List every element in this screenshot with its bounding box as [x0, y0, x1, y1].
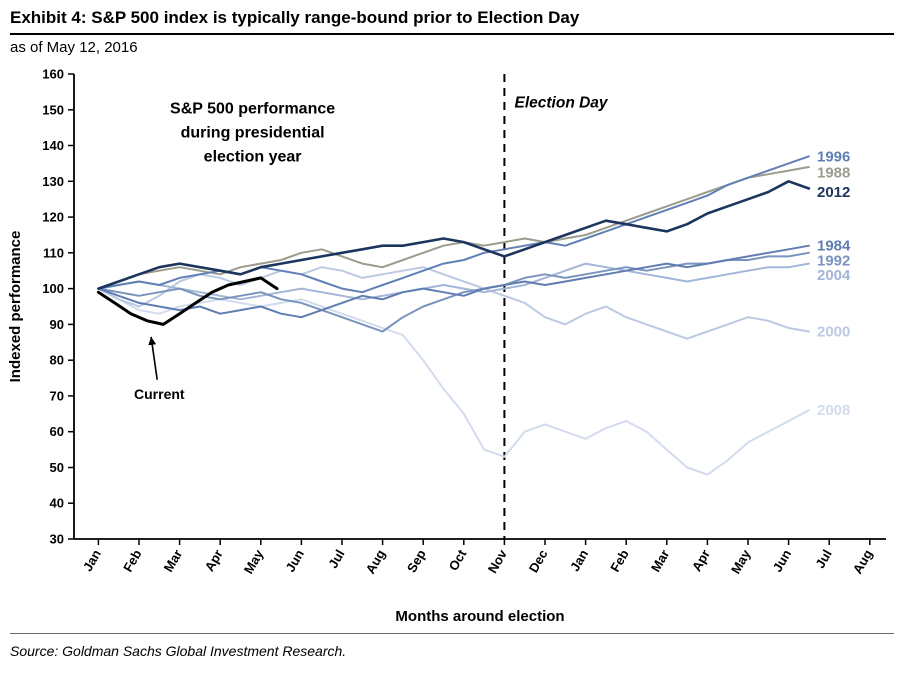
y-tick-label: 30 [50, 532, 64, 547]
x-tick-label: Mar [648, 547, 673, 575]
exhibit-title: Exhibit 4: S&P 500 index is typically ra… [10, 8, 894, 35]
header: Exhibit 4: S&P 500 index is typically ra… [0, 0, 904, 56]
election-day-label: Election Day [515, 95, 609, 112]
series-label-1988: 1988 [817, 164, 850, 181]
current-arrow [148, 336, 158, 380]
y-tick-label: 90 [50, 317, 64, 332]
x-tick-label: Feb [120, 547, 145, 575]
inplot-title-line: S&P 500 performance [170, 100, 335, 117]
y-tick-label: 40 [50, 496, 64, 511]
series-2004 [97, 262, 810, 301]
x-tick-label: Apr [689, 547, 713, 574]
y-tick-label: 110 [43, 245, 64, 260]
series-2000 [97, 266, 810, 340]
x-tick-label: Sep [404, 547, 429, 575]
y-tick-label: 60 [50, 424, 64, 439]
current-label: Current [134, 386, 185, 402]
x-tick-label: Jun [770, 547, 795, 575]
series-Current [96, 276, 279, 326]
inplot-title-line: during presidential [181, 124, 325, 141]
series-label-1992: 1992 [817, 253, 850, 270]
x-tick-label: Dec [526, 547, 551, 575]
exhibit-subtitle: as of May 12, 2016 [10, 39, 138, 56]
x-tick-label: Aug [363, 547, 389, 576]
y-tick-label: 120 [42, 210, 64, 225]
series-label-1984: 1984 [817, 238, 851, 255]
chart-svg: 30 40 50 60 70 80 90 100 110 120 130 140 150 160 Jan Fe… [7, 67, 886, 625]
series-2008 [97, 287, 810, 476]
source-line: Source: Goldman Sachs Global Investment … [10, 633, 894, 659]
x-tick-label: Oct [446, 546, 470, 573]
series-label-2008: 2008 [817, 402, 850, 419]
x-tick-label: Jun [282, 547, 307, 575]
x-tick-label: Aug [850, 547, 876, 576]
source-text: Source: Goldman Sachs Global Investment … [10, 643, 347, 659]
series-2012 [97, 180, 811, 290]
y-tick-label: 130 [42, 174, 64, 189]
x-tick-label: May [241, 546, 267, 576]
x-tick-label: Jan [80, 547, 104, 574]
series-label-2012: 2012 [817, 184, 850, 201]
x-tick-label: Nov [485, 546, 511, 575]
x-tick-label: Jan [567, 547, 591, 574]
y-tick-label: 100 [42, 281, 64, 296]
x-tick-label: Mar [161, 547, 186, 575]
series-label-2004: 2004 [817, 267, 851, 284]
y-axis-label: Indexed performance [7, 231, 24, 383]
x-tick-label: Apr [202, 547, 226, 574]
y-tick-label: 80 [50, 353, 64, 368]
y-tick-label: 50 [50, 460, 64, 475]
series-label-1996: 1996 [817, 148, 850, 165]
sp500-election-year-chart: 30 40 50 60 70 80 90 100 110 120 130 140 150 160 Jan Fe… [0, 56, 904, 633]
y-tick-label: 160 [42, 67, 64, 82]
x-tick-label: Feb [607, 547, 632, 575]
series-1988 [97, 166, 810, 290]
series-1984 [97, 244, 810, 319]
y-tick-label: 150 [42, 102, 64, 117]
x-tick-label: Jul [325, 547, 347, 571]
x-tick-label: Jul [812, 547, 834, 571]
y-tick-label: 70 [50, 388, 64, 403]
y-tick-label: 140 [42, 138, 64, 153]
series-label-2000: 2000 [817, 324, 850, 341]
series-1992 [97, 251, 810, 333]
inplot-title-line: election year [204, 148, 302, 165]
x-axis-label: Months around election [395, 608, 564, 625]
x-tick-label: May [728, 546, 754, 576]
